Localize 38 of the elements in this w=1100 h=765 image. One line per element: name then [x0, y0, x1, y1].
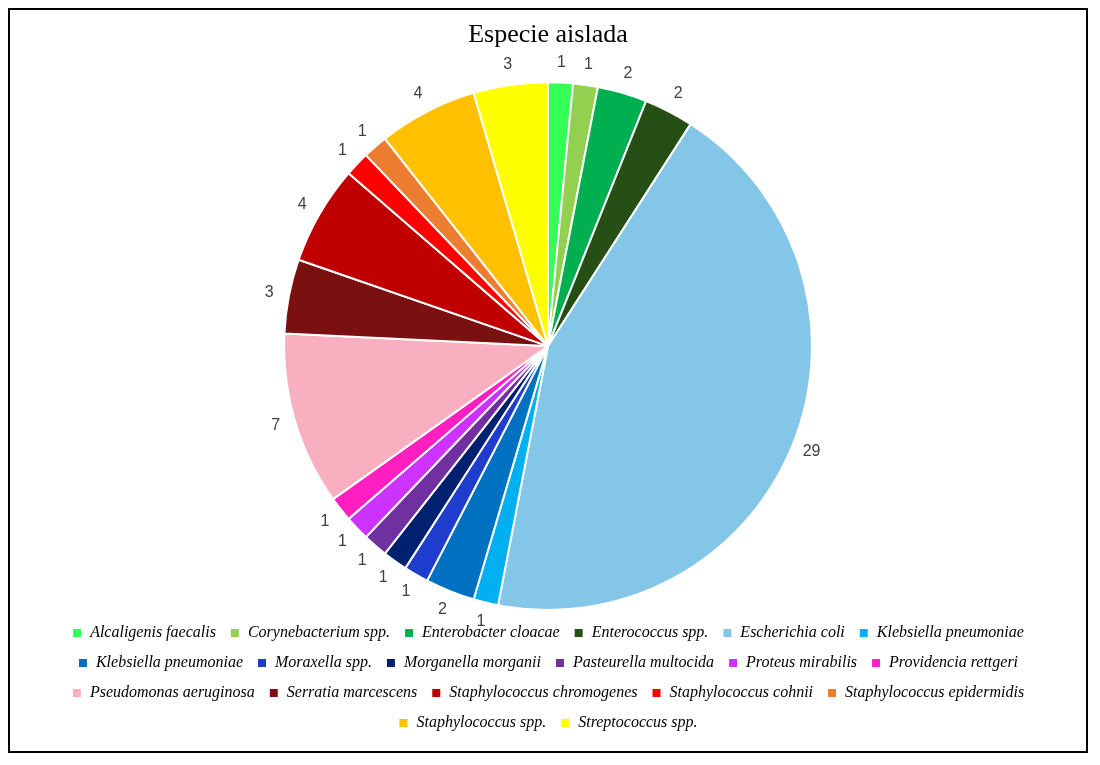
data-label: 1: [357, 551, 367, 569]
legend-label: Staphylococcus cohnii: [669, 683, 814, 702]
data-label: 4: [297, 194, 307, 212]
legend-label: Staphylococcus chromogenes: [449, 683, 638, 702]
legend-label: Klebsiella pneumoniae: [94, 653, 244, 672]
data-label: 4: [413, 84, 423, 102]
data-label: 7: [271, 416, 281, 434]
legend-label: Escherichia coli: [739, 623, 845, 641]
data-label: 1: [357, 121, 367, 139]
data-label: 1: [378, 567, 388, 585]
data-label: 2: [623, 64, 633, 82]
legend-label: Pseudomonas aeruginosa: [88, 683, 255, 702]
legend-label: Serratia marcescens: [286, 683, 418, 701]
data-label: 1: [338, 532, 348, 550]
chart-title: Especie aislada: [468, 19, 629, 49]
legend-label: Staphylococcus spp.: [416, 713, 547, 732]
data-label: 1: [338, 140, 348, 158]
legend-label: Morganella morganii: [402, 653, 541, 672]
legend-label: Providencia rettgeri: [888, 653, 1019, 672]
legend-label: Pasteurella multocida: [571, 653, 715, 671]
data-label: 3: [264, 282, 274, 300]
legend-label: Moraxella spp.: [274, 653, 372, 672]
data-label: 2: [438, 600, 448, 618]
legend-label: Alcaligenis faecalis: [89, 623, 216, 642]
data-label: 1: [320, 512, 330, 529]
legend-label: Enterococcus spp.: [590, 623, 709, 642]
legend-label: Klebsiella pneumoniae: [875, 623, 1024, 642]
data-label: 1: [476, 612, 486, 630]
data-label: 1: [401, 582, 411, 600]
data-label: 2: [673, 84, 683, 102]
legend-label: Streptococcus spp.: [578, 713, 698, 732]
legend-label: Proteus mirabilis: [745, 653, 858, 671]
data-label: 1: [557, 52, 567, 70]
legend-label: Staphylococcus epidermidis: [845, 683, 1025, 702]
data-label: 3: [503, 55, 513, 73]
data-label: 1: [583, 55, 593, 73]
legend-label: Corynebacterium spp.: [247, 623, 391, 642]
data-label: 29: [802, 442, 821, 460]
